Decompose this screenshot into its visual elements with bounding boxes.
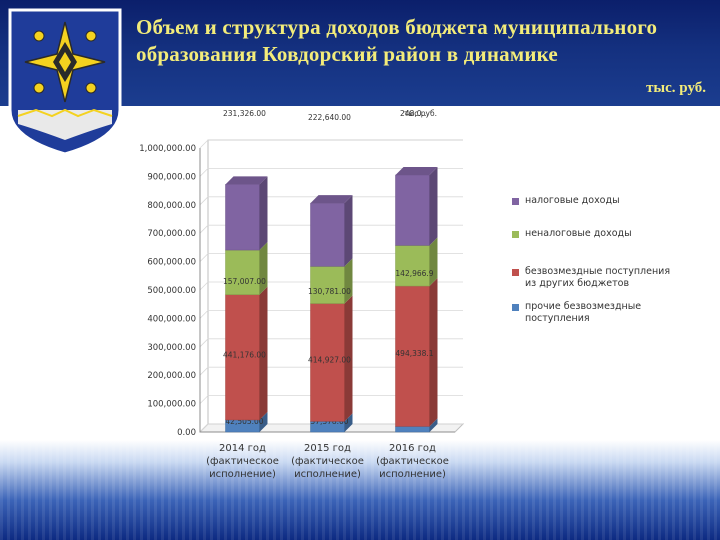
bar-segment [395, 426, 430, 433]
data-label: 231,326.00 [223, 109, 266, 118]
x-category-line: исполнение) [209, 469, 276, 480]
data-label: 222,640.00 [308, 113, 351, 122]
x-category-line: исполнение) [379, 469, 446, 480]
y-tick-label: 900,000.00 [147, 172, 196, 182]
bar-side [344, 413, 353, 432]
y-tick-label: 500,000.00 [147, 286, 196, 296]
legend-label: прочие безвозмездные поступления [525, 301, 642, 324]
bar-segment [225, 184, 260, 251]
x-category-label: 2016 год (фактическое исполнение) [373, 442, 453, 481]
x-category-line: 2014 год [219, 443, 266, 454]
data-label: 494,338.1 [395, 349, 433, 358]
gridline [199, 168, 463, 177]
y-tick-label: 600,000.00 [147, 258, 196, 268]
chart-area: 0.00 100,000.00 200,000.00 300,000.00 400,00… [126, 106, 720, 496]
overlap-label: тыс.руб. [404, 109, 437, 118]
legend-swatch [512, 198, 519, 205]
legend-label: налоговые доходы [525, 195, 620, 206]
y-tick-label: 800,000.00 [147, 201, 196, 211]
bar-segment [225, 249, 260, 295]
gridline [199, 310, 463, 319]
y-tick-label: 300,000.00 [147, 343, 196, 353]
x-category-line: (фактическое [291, 456, 364, 467]
bar-side [429, 237, 438, 287]
page-title: Объем и структура доходов бюджета муници… [136, 15, 658, 66]
data-label: 248,0… [400, 109, 429, 118]
bar-side [344, 195, 353, 267]
x-category-line: исполнение) [294, 469, 361, 480]
bar-segment [395, 245, 430, 287]
gridline [199, 395, 463, 404]
legend-swatch [512, 269, 519, 276]
data-label: 414,927.00 [308, 355, 351, 364]
gridline [199, 366, 463, 376]
gridline [199, 139, 463, 149]
units-label: тыс. руб. [646, 80, 706, 96]
data-label: 130,781.00 [308, 287, 351, 296]
bar-side [259, 286, 268, 420]
x-category-line: 2015 год [304, 443, 351, 454]
bar-segment [395, 285, 430, 427]
legend-swatch [512, 231, 519, 238]
data-label: 142,966.9 [395, 269, 433, 278]
bar-side [429, 167, 438, 246]
x-category-label: 2014 год (фактическое исполнение) [203, 442, 283, 481]
gridline [199, 253, 463, 262]
coat-of-arms-icon [8, 8, 122, 156]
data-label: 441,176.00 [223, 350, 266, 359]
bar-segment [310, 266, 345, 304]
gridline [199, 423, 463, 433]
bar-top [310, 195, 353, 204]
data-label: 157,007.00 [223, 277, 266, 286]
bar-segment [395, 174, 430, 246]
bar-top [225, 176, 268, 185]
footer-decoration [0, 440, 720, 540]
gridline [199, 338, 463, 348]
bar-segment [310, 202, 345, 267]
y-tick-label: 0.00 [177, 428, 196, 438]
legend-label: безвозмездные поступления из других бюдже… [525, 266, 671, 289]
data-label: 42,505.00 [225, 417, 263, 426]
legend-label: неналоговые доходы [525, 228, 632, 239]
bar-side [259, 242, 268, 295]
y-tick-label: 400,000.00 [147, 314, 196, 324]
x-category-line: 2016 год [389, 443, 436, 454]
bar-side [344, 258, 353, 304]
x-category-label: 2015 год (фактическое исполнение) [288, 442, 368, 481]
bar-side [429, 278, 438, 427]
gridline [199, 224, 463, 234]
bar-side [259, 411, 268, 432]
y-tick-label: 700,000.00 [147, 229, 196, 239]
bar-side [344, 295, 353, 422]
x-category-line: (фактическое [376, 456, 449, 467]
y-tick-label: 100,000.00 [147, 400, 196, 410]
bar-side [429, 418, 438, 432]
bar-segment [310, 303, 345, 422]
gridline [199, 196, 463, 206]
y-tick-label: 200,000.00 [147, 371, 196, 381]
bar-side [259, 176, 268, 251]
stacked-bar-chart: 0.00 100,000.00 200,000.00 300,000.00 400,00… [139, 109, 465, 438]
y-tick-label: 1,000,000.00 [139, 144, 196, 154]
legend-swatch [512, 304, 519, 311]
bar-segment [225, 294, 260, 421]
bar-top [395, 167, 438, 176]
x-category-line: (фактическое [206, 456, 279, 467]
gridline [199, 281, 463, 291]
